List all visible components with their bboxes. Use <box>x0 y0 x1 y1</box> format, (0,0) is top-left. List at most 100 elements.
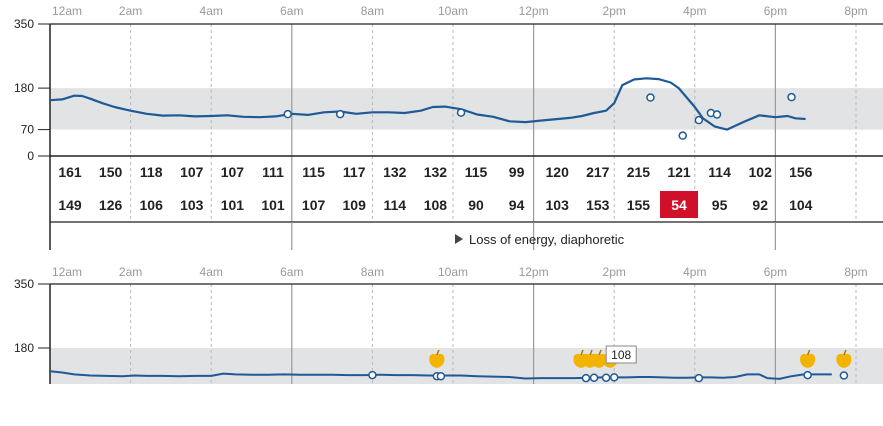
x-tick-label: 10am <box>438 265 468 279</box>
apple-body <box>429 353 445 368</box>
meter-reading-point <box>283 109 293 119</box>
hourly-high-reading: 150 <box>99 164 123 180</box>
apple-body <box>800 353 816 368</box>
meter-reading-point <box>694 115 704 125</box>
x-tick-label: 8pm <box>844 265 867 279</box>
hourly-high-reading: 118 <box>140 164 163 180</box>
y-tick-label: 0 <box>27 149 34 163</box>
meter-reading-point <box>787 92 796 102</box>
meter-reading-point <box>368 370 377 380</box>
x-tick-label: 4am <box>200 265 223 279</box>
meter-reading-point <box>694 373 704 383</box>
x-tick-label: 12am <box>52 4 82 18</box>
y-tick-label: 350 <box>14 17 34 31</box>
hourly-high-reading: 121 <box>667 164 691 180</box>
hourly-high-reading: 115 <box>465 164 488 180</box>
hourly-high-reading: 111 <box>262 164 284 180</box>
x-tick-label: 6pm <box>764 265 787 279</box>
hourly-low-reading: 107 <box>302 197 326 213</box>
hourly-low-reading: 106 <box>140 197 164 213</box>
hourly-high-reading: 107 <box>221 164 245 180</box>
glucose-trace-line <box>50 370 832 380</box>
x-tick-label: 12am <box>52 265 82 279</box>
apple-stem <box>806 349 811 356</box>
meter-reading-point <box>436 371 446 381</box>
meter-reading-point <box>712 110 722 119</box>
target-range-band <box>50 88 883 130</box>
x-tick-label: 10am <box>438 4 468 18</box>
hourly-low-reading: 101 <box>221 197 245 213</box>
apple-stem <box>580 349 584 356</box>
hourly-high-reading: 102 <box>749 164 773 180</box>
value-tooltip-text: 108 <box>611 348 631 362</box>
apple-icon <box>800 349 816 368</box>
hourly-low-reading: 104 <box>789 197 813 213</box>
hourly-low-reading: 103 <box>546 197 570 213</box>
hourly-low-reading: 90 <box>468 197 484 213</box>
apple-stem <box>436 349 440 356</box>
hourly-low-reading: 126 <box>99 197 123 213</box>
hourly-high-reading: 99 <box>509 164 525 180</box>
x-tick-label: 6am <box>280 265 303 279</box>
x-tick-label: 2pm <box>603 265 626 279</box>
meter-reading-point <box>678 131 687 140</box>
hourly-high-reading: 114 <box>708 164 731 180</box>
x-tick-label: 4pm <box>683 4 706 18</box>
daily-glucose-chart: 12am 2am 4am 6am 8am 10am 12pm 2pm 4pm 6pm 8pm 350 1… <box>14 4 883 250</box>
x-tick-label: 6am <box>280 4 303 18</box>
hourly-high-reading: 132 <box>383 164 407 180</box>
apple-body <box>836 353 852 368</box>
hourly-high-reading: 161 <box>58 164 82 180</box>
hourly-low-reading: 54 <box>671 197 687 213</box>
hourly-low-reading: 109 <box>343 197 367 213</box>
target-range-band <box>50 348 883 384</box>
hourly-low-reading: 149 <box>58 197 82 213</box>
hourly-high-reading: 107 <box>180 164 204 180</box>
event-annotation: Loss of energy, diaphoretic <box>469 232 625 247</box>
meter-reading-point <box>589 373 599 382</box>
hourly-high-reading: 120 <box>546 164 570 180</box>
series-clip-group <box>50 370 832 380</box>
x-tick-label: 4am <box>200 4 223 18</box>
y-tick-label: 350 <box>14 277 34 291</box>
x-tick-label: 2am <box>119 4 142 18</box>
meter-reading-point <box>335 109 345 119</box>
y-tick-label: 180 <box>14 341 34 355</box>
apple-icon <box>836 349 852 368</box>
hourly-low-reading: 108 <box>424 197 448 213</box>
hourly-high-reading: 132 <box>424 164 448 180</box>
hourly-high-reading: 156 <box>789 164 813 180</box>
meter-reading-point <box>646 93 655 102</box>
hourly-low-reading: 103 <box>180 197 204 213</box>
x-tick-label: 8pm <box>844 4 867 18</box>
x-tick-label: 8am <box>361 265 384 279</box>
low-reading-highlight <box>660 191 698 218</box>
hourly-high-reading: 115 <box>302 164 325 180</box>
meter-reading-point <box>581 373 591 383</box>
hourly-low-reading: 95 <box>712 197 728 213</box>
hourly-high-reading: 217 <box>586 164 610 180</box>
hourly-low-reading: 155 <box>627 197 651 213</box>
meter-reading-point <box>456 108 466 117</box>
meter-reading-point <box>609 373 619 382</box>
apple-stem <box>598 349 602 356</box>
overview-glucose-chart: 12am 2am 4am 6am 8am 10am 12pm 2pm 4pm 6pm 8pm 350 1… <box>14 265 883 384</box>
x-tick-label: 12pm <box>519 265 549 279</box>
hourly-high-reading: 215 <box>627 164 651 180</box>
x-tick-label: 2pm <box>603 4 626 18</box>
hourly-low-reading: 153 <box>586 197 610 213</box>
meter-reading-point <box>601 373 611 382</box>
x-tick-label: 2am <box>119 265 142 279</box>
apple-icon <box>429 349 445 368</box>
x-tick-label: 4pm <box>683 265 706 279</box>
meter-reading-point <box>803 370 812 380</box>
y-tick-label: 180 <box>14 81 34 95</box>
hourly-low-reading: 94 <box>509 197 525 213</box>
x-tick-label: 6pm <box>764 4 787 18</box>
value-tooltip <box>605 345 637 364</box>
hourly-low-reading: 92 <box>752 197 768 213</box>
x-tick-label: 12pm <box>519 4 549 18</box>
y-tick-label: 70 <box>21 123 35 137</box>
apple-stem <box>589 349 593 356</box>
